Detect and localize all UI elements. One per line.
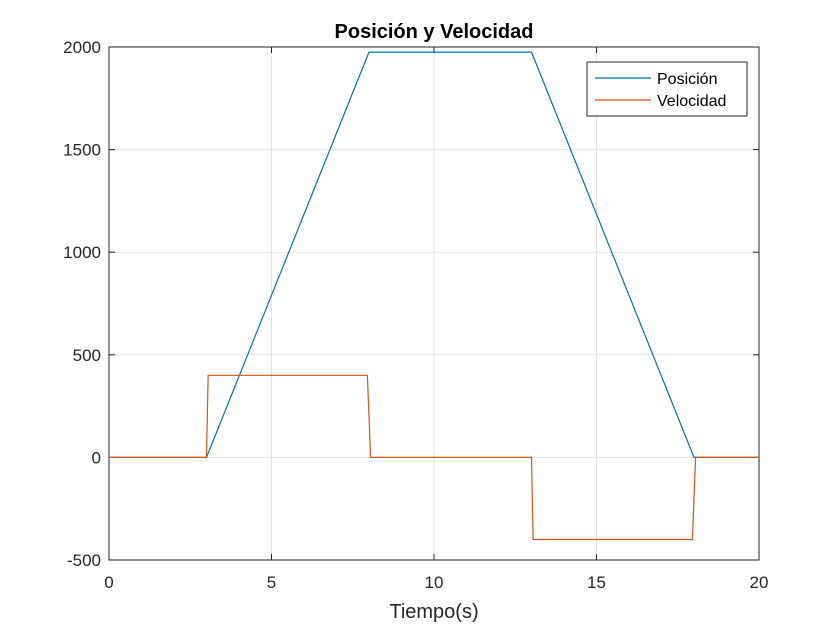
y-tick-label: 2000 xyxy=(63,38,101,57)
chart-title: Posición y Velocidad xyxy=(335,21,534,43)
legend-label: Velocidad xyxy=(657,93,726,110)
grid xyxy=(109,47,759,560)
series-layer xyxy=(109,51,759,541)
x-tick-label: 10 xyxy=(425,573,444,592)
x-axis-label: Tiempo(s) xyxy=(389,601,478,623)
y-tick-label: 1500 xyxy=(63,141,101,160)
legend-label: Posición xyxy=(657,71,717,88)
legend: Posición Velocidad xyxy=(586,61,748,117)
y-tick-label: -500 xyxy=(67,551,101,570)
x-axis: 0 5 10 15 20 xyxy=(104,47,768,592)
x-tick-label: 0 xyxy=(104,573,113,592)
y-tick-label: 500 xyxy=(73,346,101,365)
legend-box xyxy=(586,61,748,117)
x-tick-label: 5 xyxy=(267,573,276,592)
y-tick-label: 0 xyxy=(92,448,101,467)
y-axis: -500 0 500 1000 1500 2000 xyxy=(63,38,759,570)
x-tick-label: 20 xyxy=(750,573,769,592)
y-tick-label: 1000 xyxy=(63,243,101,262)
series-line-velocidad xyxy=(109,374,759,541)
x-tick-label: 15 xyxy=(587,573,606,592)
